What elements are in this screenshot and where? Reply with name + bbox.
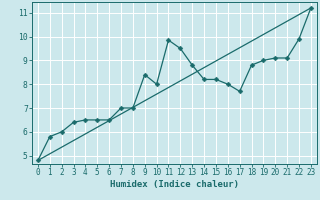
X-axis label: Humidex (Indice chaleur): Humidex (Indice chaleur) — [110, 180, 239, 189]
